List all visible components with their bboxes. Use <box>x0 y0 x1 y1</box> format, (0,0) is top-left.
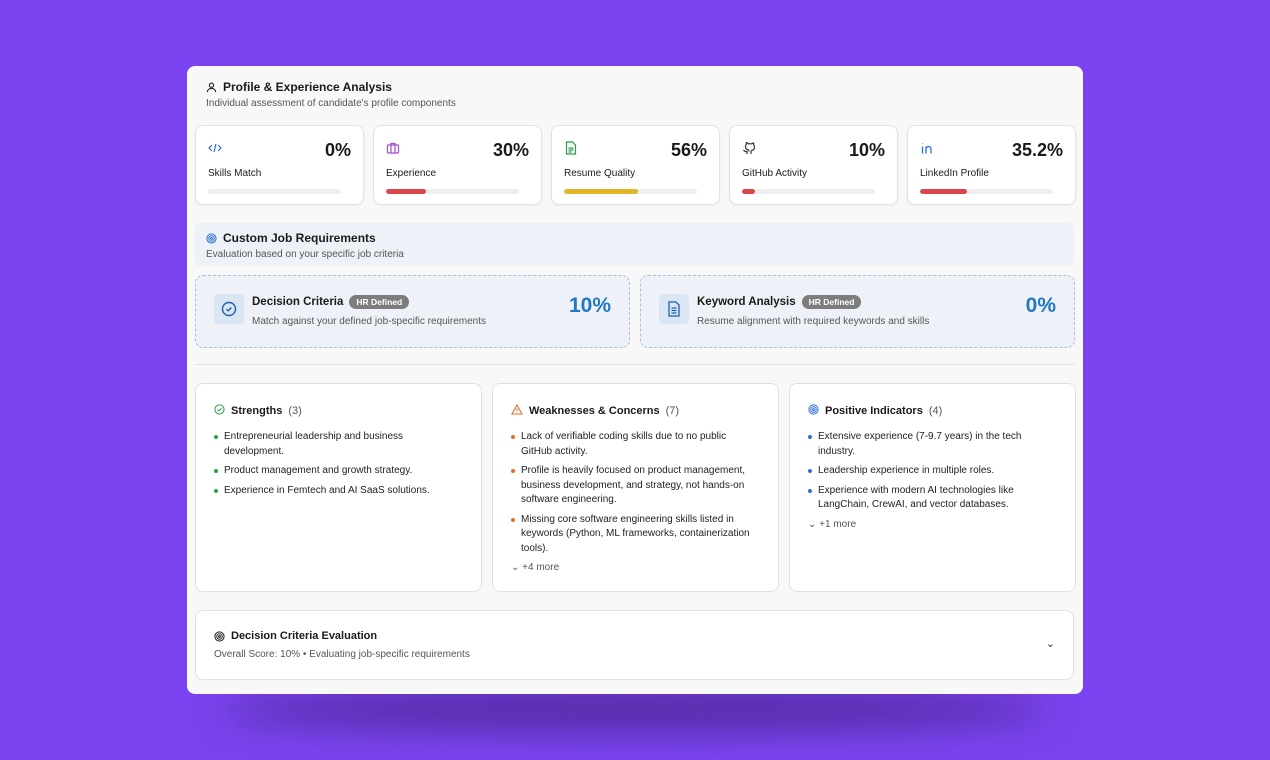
decision-criteria-card[interactable]: Decision Criteria HR Defined Match agains… <box>195 275 630 348</box>
list-item: Profile is heavily focused on product ma… <box>511 464 760 508</box>
metric-progress-fill <box>920 189 967 194</box>
show-more-label: +1 more <box>819 518 857 530</box>
column-count: (4) <box>928 405 943 417</box>
evaluation-subtitle: Overall Score: 10% • Evaluating job-spec… <box>214 649 470 660</box>
list-item: Leadership experience in multiple roles. <box>808 464 1057 479</box>
metric-card-github-activity: 10% GitHub Activity <box>729 125 898 205</box>
keyword-analysis-card[interactable]: Keyword Analysis HR Defined Resume alignm… <box>640 275 1075 348</box>
list-item: Extensive experience (7-9.7 years) in th… <box>808 430 1057 459</box>
metric-progress-bar <box>742 189 875 194</box>
list-item: Missing core software engineering skills… <box>511 513 760 557</box>
show-more-label: +4 more <box>522 562 560 573</box>
check-circle-icon <box>214 404 225 418</box>
metric-label: LinkedIn Profile <box>920 168 989 179</box>
briefcase-icon <box>386 141 400 155</box>
column-positive-indicators: Positive Indicators (4) Extensive experien… <box>789 383 1076 592</box>
file-text-icon <box>668 301 680 317</box>
column-count: (3) <box>288 405 302 417</box>
column-count: (7) <box>665 405 680 417</box>
metric-label: Skills Match <box>208 168 262 179</box>
metric-label: Experience <box>386 168 437 179</box>
card-title: Keyword Analysis <box>697 296 796 308</box>
card-title: Decision Criteria <box>252 296 344 308</box>
metric-cards: 0% Skills Match 30% Experience 56% Resum… <box>195 125 1076 205</box>
custom-subtitle: Evaluation based on your specific job cr… <box>206 249 404 260</box>
column-strengths: Strengths (3) Entrepreneurial leadership a… <box>195 383 482 592</box>
custom-title: Custom Job Requirements <box>223 231 376 245</box>
target-icon <box>214 630 225 642</box>
linkedin-icon <box>920 141 934 155</box>
check-circle-icon <box>221 301 237 317</box>
list-item: Experience in Femtech and AI SaaS soluti… <box>214 484 463 499</box>
chevron-down-icon: ⌄ <box>511 562 520 573</box>
card-score: 10% <box>568 294 611 317</box>
metric-value: 30% <box>492 140 529 160</box>
card-description: Resume alignment with required keywords … <box>697 316 930 327</box>
metric-progress-fill <box>386 189 426 194</box>
chevron-down-icon: ⌄ <box>808 518 817 530</box>
metric-card-skills-match: 0% Skills Match <box>195 125 364 205</box>
list-item: Experience with modern AI technologies l… <box>808 484 1057 513</box>
metric-value: 0% <box>324 140 351 160</box>
column-weaknesses-concerns: Weaknesses & Concerns (7) Lack of verifiab… <box>492 383 779 592</box>
code-icon <box>208 141 222 155</box>
metric-progress-bar <box>386 189 519 194</box>
list-item: Lack of verifiable coding skills due to … <box>511 430 760 459</box>
profile-title: Profile & Experience Analysis <box>223 80 392 94</box>
github-icon <box>742 141 756 155</box>
metric-progress-bar <box>920 189 1053 194</box>
hr-defined-badge: HR Defined <box>349 295 410 309</box>
metric-card-resume-quality: 56% Resume Quality <box>551 125 720 205</box>
column-title: Positive Indicators <box>825 405 923 417</box>
hr-defined-badge: HR Defined <box>801 295 862 309</box>
show-more-button[interactable]: ⌄ +4 more <box>511 562 760 573</box>
list-item: Product management and growth strategy. <box>214 464 463 479</box>
card-description: Match against your defined job-specific … <box>252 316 487 327</box>
show-more-button[interactable]: ⌄ +1 more <box>808 519 1057 530</box>
metric-label: Resume Quality <box>564 168 636 179</box>
column-title: Weaknesses & Concerns <box>529 405 660 417</box>
list-item: Entrepreneurial leadership and business … <box>214 430 463 459</box>
metric-progress-fill <box>742 189 756 194</box>
target-icon <box>808 404 819 418</box>
metric-value: 35.2% <box>1011 140 1063 160</box>
metric-progress-bar <box>564 189 697 194</box>
profile-subtitle: Individual assessment of candidate's pro… <box>206 98 456 109</box>
user-icon <box>206 82 217 92</box>
metric-progress-bar <box>208 189 341 194</box>
metric-label: GitHub Activity <box>742 168 808 179</box>
decision-criteria-evaluation[interactable]: Decision Criteria Evaluation Overall Sco… <box>195 610 1074 680</box>
warning-icon <box>511 403 523 418</box>
metric-progress-fill <box>564 189 639 194</box>
card-score: 0% <box>1025 294 1056 317</box>
custom-requirements-header: Custom Job Requirements Evaluation based… <box>195 223 1074 266</box>
column-title: Strengths <box>231 405 283 417</box>
analysis-panel: Profile & Experience Analysis Individual… <box>187 66 1083 694</box>
metric-card-experience: 30% Experience <box>373 125 542 205</box>
file-text-icon <box>564 141 578 155</box>
evaluation-title: Decision Criteria Evaluation <box>231 630 378 642</box>
panel-shadow <box>220 690 1050 730</box>
metric-card-linkedin-profile: 35.2% LinkedIn Profile <box>907 125 1076 205</box>
chevron-down-icon[interactable]: ⌄ <box>1045 638 1055 650</box>
metric-value: 10% <box>848 140 885 160</box>
profile-header: Profile & Experience Analysis Individual… <box>206 80 456 109</box>
target-icon <box>206 232 217 244</box>
metric-value: 56% <box>670 140 707 160</box>
divider <box>195 364 1075 365</box>
